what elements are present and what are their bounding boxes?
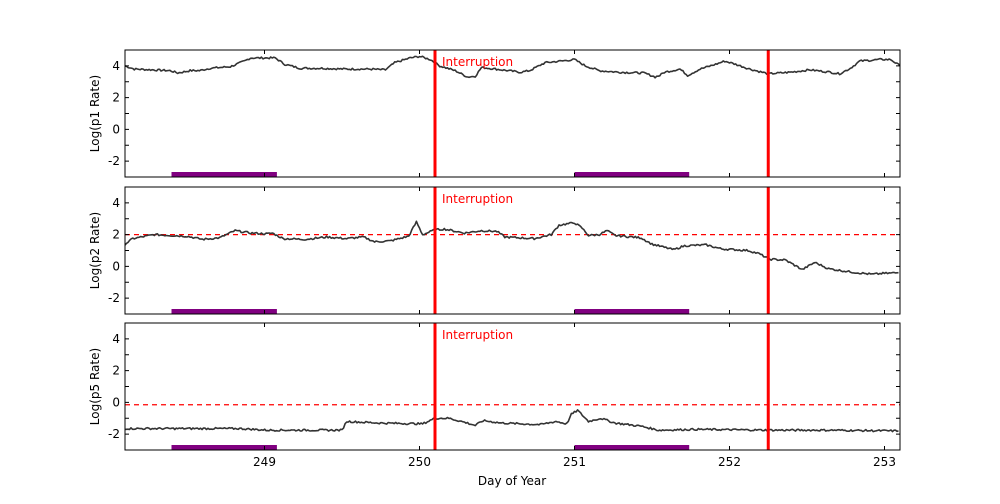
panel-2: Interruption -2 0 2 4 Log(p2 Rate)	[88, 186, 901, 315]
y-axis-label: Log(p2 Rate)	[88, 212, 102, 289]
y-tick-label: 0	[112, 122, 120, 136]
x-tick-label: 250	[408, 455, 431, 469]
y-tick-label: 4	[112, 59, 120, 73]
x-axis-label: Day of Year	[478, 474, 546, 488]
interruption-label: Interruption	[442, 328, 513, 342]
y-tick-label: 2	[112, 364, 120, 378]
band-bar	[171, 445, 277, 450]
y-tick-label: -2	[108, 291, 120, 305]
interruption-label: Interruption	[442, 55, 513, 69]
plot-content	[125, 187, 900, 314]
y-tick-label: -2	[108, 427, 120, 441]
y-tick-label: 2	[112, 91, 120, 105]
band-bar	[574, 309, 690, 314]
x-tick-label: 253	[873, 455, 896, 469]
y-tick-label: 2	[112, 228, 120, 242]
y-tick-label: 0	[112, 259, 120, 273]
series-line	[125, 409, 899, 433]
plot-area	[125, 187, 900, 314]
band-bar	[574, 172, 690, 177]
x-tick-label: 252	[718, 455, 741, 469]
band-bar	[574, 445, 690, 450]
y-tick-label: -2	[108, 154, 120, 168]
y-tick-label: 4	[112, 332, 120, 346]
panel-1: Interruption -2 0 2 4 Log(p1 Rate)	[88, 49, 901, 178]
plot-content	[125, 50, 900, 177]
y-tick-label: 4	[112, 196, 120, 210]
plot-content	[125, 323, 900, 450]
y-tick-label: 0	[112, 395, 120, 409]
y-axis-label: Log(p5 Rate)	[88, 348, 102, 425]
x-tick-label: 249	[253, 455, 276, 469]
plot-area	[125, 50, 900, 177]
band-bar	[171, 309, 277, 314]
y-axis-label: Log(p1 Rate)	[88, 75, 102, 152]
x-tick-label: 251	[563, 455, 586, 469]
interruption-label: Interruption	[442, 192, 513, 206]
band-bar	[171, 172, 277, 177]
panel-3: Interruption -2 0 2 4 249 250 251 252 253 Log(p5 R…	[88, 322, 901, 469]
